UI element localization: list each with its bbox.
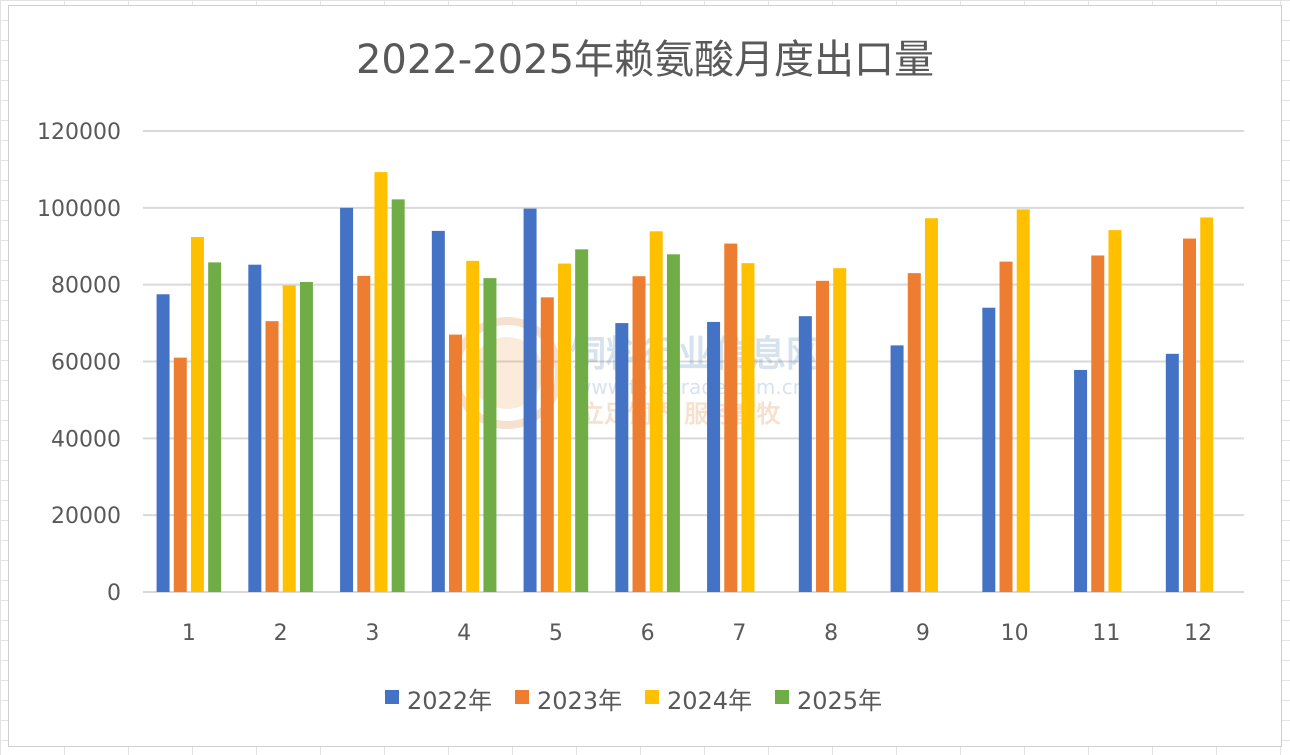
legend-swatch [645, 690, 659, 704]
legend-label[interactable]: 2024年 [667, 687, 752, 715]
bar-2025年-1[interactable] [208, 262, 222, 592]
bar-2024年-4[interactable] [466, 260, 480, 592]
bar-2024年-6[interactable] [649, 231, 663, 592]
bar-2023年-5[interactable] [540, 297, 554, 592]
x-tick-label: 7 [732, 621, 746, 646]
bar-2022年-2[interactable] [248, 264, 262, 592]
bar-2024年-7[interactable] [741, 263, 755, 592]
bar-2023年-8[interactable] [816, 280, 830, 592]
bar-2025年-6[interactable] [666, 254, 680, 592]
y-tick-label: 20000 [51, 504, 121, 529]
bar-2024年-5[interactable] [557, 263, 571, 592]
legend[interactable]: 2022年 2023年 2024年 2025年 [385, 687, 882, 715]
watermark-line-1: 饲料行业信息网 [570, 334, 822, 375]
bar-2023年-6[interactable] [632, 276, 646, 592]
bar-2024年-1[interactable] [190, 237, 204, 592]
bar-2022年-6[interactable] [615, 323, 629, 592]
bar-2023年-10[interactable] [999, 261, 1013, 592]
bar-2023年-9[interactable] [907, 273, 921, 592]
legend-label[interactable]: 2025年 [797, 687, 882, 715]
bar-2024年-11[interactable] [1108, 230, 1122, 593]
bar-2022年-3[interactable] [340, 207, 354, 593]
x-tick-label: 2 [274, 621, 288, 646]
x-tick-label: 8 [824, 621, 838, 646]
x-tick-label: 9 [916, 621, 930, 646]
bar-2022年-1[interactable] [156, 294, 170, 592]
y-tick-label: 60000 [51, 351, 121, 376]
y-tick-label: 80000 [51, 274, 121, 299]
legend-swatch [385, 690, 399, 704]
x-tick-label: 6 [641, 621, 655, 646]
bars [156, 172, 1214, 593]
bar-2024年-10[interactable] [1016, 209, 1030, 592]
x-tick-label: 3 [365, 621, 379, 646]
bar-2025年-5[interactable] [575, 249, 589, 592]
legend-swatch [775, 690, 789, 704]
bar-2023年-7[interactable] [724, 243, 738, 592]
x-tick-label: 10 [1001, 621, 1029, 646]
bar-2023年-1[interactable] [173, 357, 187, 592]
x-tick-label: 12 [1184, 621, 1212, 646]
x-tick-label: 5 [549, 621, 563, 646]
bar-2022年-9[interactable] [890, 345, 904, 592]
bar-2023年-11[interactable] [1091, 255, 1105, 592]
bar-2024年-2[interactable] [282, 285, 296, 592]
x-tick-label: 11 [1092, 621, 1120, 646]
bar-2023年-3[interactable] [357, 275, 371, 592]
bar-2024年-3[interactable] [374, 172, 388, 592]
y-tick-label: 0 [107, 581, 121, 606]
y-axis-ticks: 0 20000 40000 60000 80000 100000 120000 [37, 120, 121, 606]
y-tick-label: 120000 [37, 120, 121, 145]
y-tick-label: 40000 [51, 427, 121, 452]
bar-2025年-2[interactable] [299, 281, 313, 592]
bar-2024年-12[interactable] [1200, 217, 1214, 592]
legend-label[interactable]: 2023年 [537, 687, 622, 715]
x-tick-label: 4 [457, 621, 471, 646]
bar-2022年-5[interactable] [523, 208, 537, 592]
legend-label[interactable]: 2022年 [407, 687, 492, 715]
bar-2022年-7[interactable] [707, 321, 721, 592]
watermark-line-2: www.feedtrade.com.cn [575, 375, 805, 399]
bar-2022年-8[interactable] [798, 316, 812, 592]
bar-2022年-11[interactable] [1074, 369, 1088, 592]
bar-2025年-4[interactable] [483, 278, 497, 592]
y-tick-label: 100000 [37, 197, 121, 222]
bar-2024年-9[interactable] [924, 218, 938, 593]
chart-title: 2022-2025年赖氨酸月度出口量 [356, 37, 934, 83]
bar-2023年-2[interactable] [265, 321, 279, 592]
bar-2022年-4[interactable] [431, 230, 445, 592]
bar-2022年-12[interactable] [1165, 353, 1179, 592]
legend-swatch [515, 690, 529, 704]
bar-2023年-4[interactable] [449, 334, 463, 592]
bar-2023年-12[interactable] [1183, 238, 1197, 593]
bar-2022年-10[interactable] [982, 307, 996, 592]
x-axis-ticks: 1 2 3 4 5 6 7 8 9 10 11 12 [182, 621, 1212, 646]
bar-2025年-3[interactable] [391, 199, 405, 593]
gridlines [143, 130, 1244, 593]
bar-2024年-8[interactable] [833, 268, 847, 592]
x-tick-label: 1 [182, 621, 196, 646]
